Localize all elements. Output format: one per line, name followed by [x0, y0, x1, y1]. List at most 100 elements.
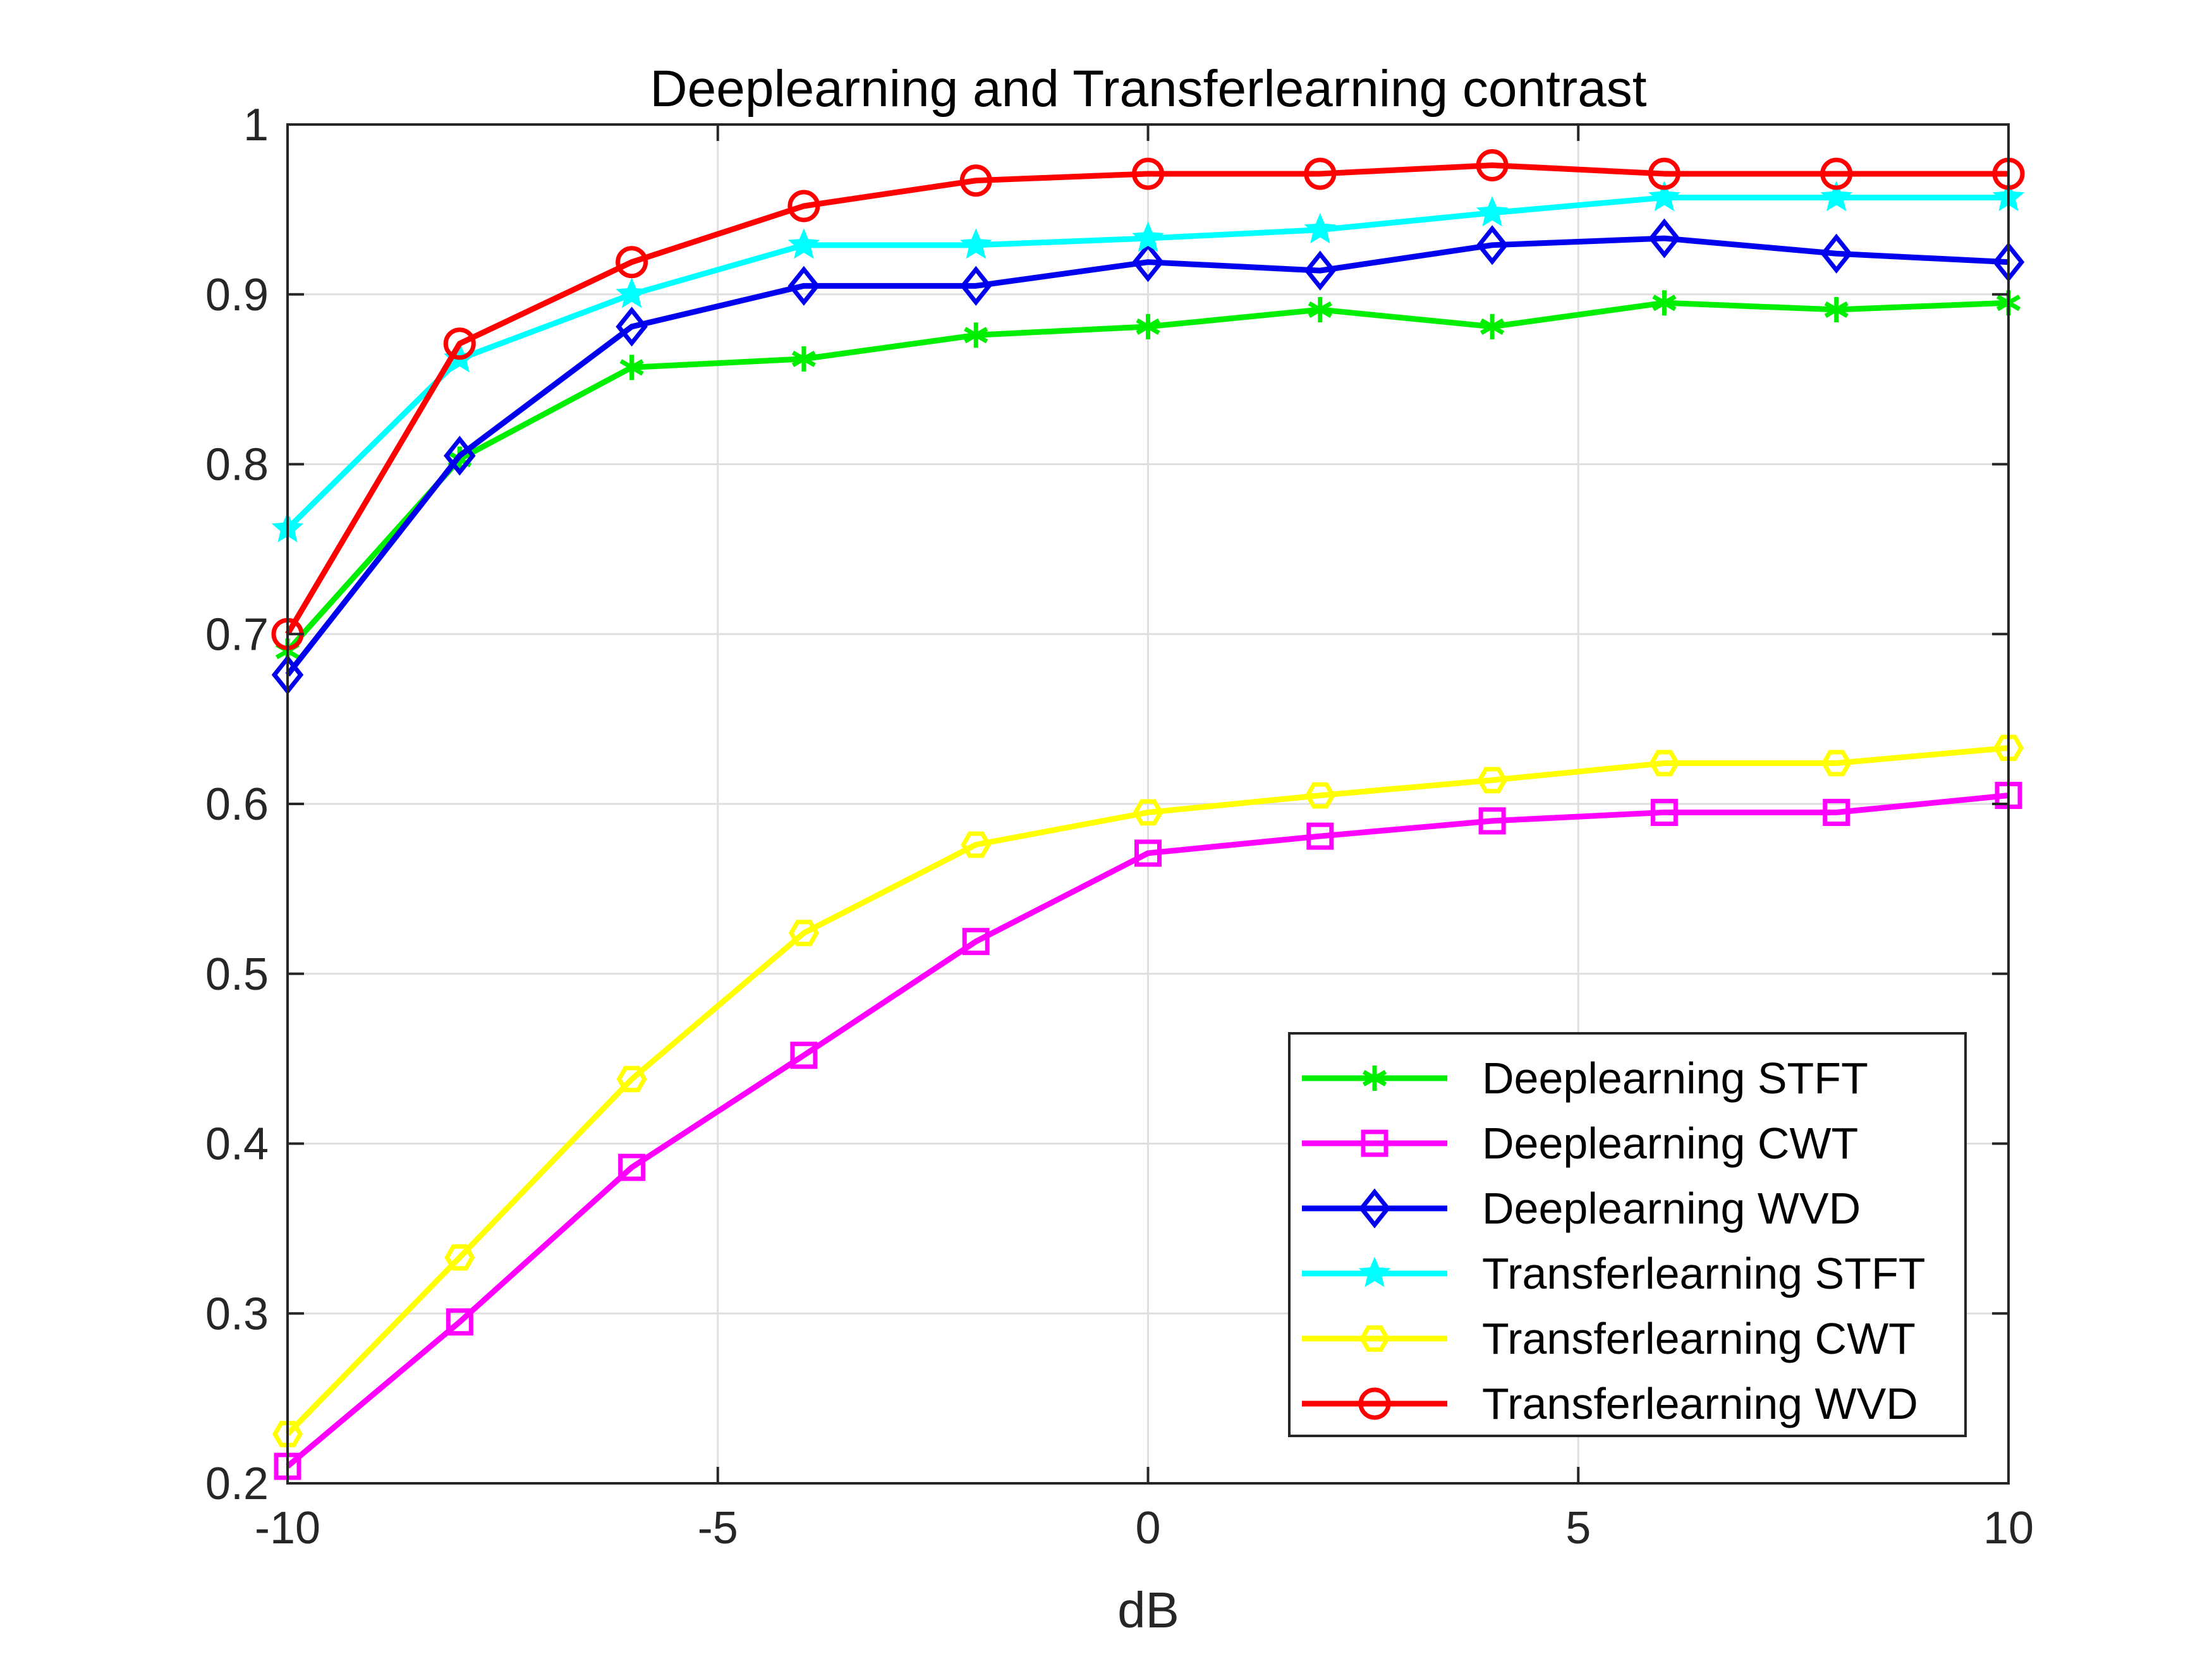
- data-point: [787, 265, 820, 306]
- data-point: [1823, 798, 1850, 826]
- data-point: [1652, 290, 1677, 316]
- asterisk-stroke: [964, 327, 988, 344]
- legend-label: Deeplearning CWT: [1482, 1119, 1858, 1168]
- data-point: [619, 355, 644, 380]
- data-point: [959, 228, 992, 259]
- series-deeplearning-wvd: [271, 218, 2025, 695]
- data-point: [1477, 767, 1508, 794]
- hexagon-marker: [444, 1244, 475, 1271]
- data-point: [1304, 213, 1337, 244]
- legend-items: Deeplearning STFT Deeplearning CWT Deeplea…: [1302, 1054, 1926, 1428]
- diamond-marker: [959, 265, 992, 306]
- star-marker: [616, 277, 648, 308]
- data-point: [1132, 221, 1164, 252]
- data-point: [616, 246, 648, 279]
- asterisk-stroke: [1362, 1069, 1387, 1087]
- y-tick-label: 0.8: [205, 440, 269, 490]
- legend-label: Deeplearning WVD: [1482, 1184, 1861, 1233]
- legend: Deeplearning STFT Deeplearning CWT Deeplea…: [1288, 1032, 1967, 1437]
- data-point: [1134, 839, 1162, 867]
- data-point: [1362, 1066, 1387, 1091]
- square-marker: [790, 1042, 818, 1069]
- y-tick-label: 0.2: [205, 1459, 269, 1509]
- data-point: [1132, 157, 1164, 190]
- legend-item: Deeplearning WVD: [1302, 1184, 1861, 1233]
- hexagon-marker: [1821, 750, 1852, 777]
- data-point: [1361, 1129, 1389, 1157]
- square-marker: [446, 1308, 473, 1336]
- y-axis-tick-labels: 0.2 0.3 0.4 0.5 0.6 0.7 0.8 0.9 1: [205, 100, 269, 1509]
- circle-marker: [1304, 157, 1337, 190]
- series-transferlearning-stft: [271, 180, 2025, 543]
- data-point: [616, 1066, 647, 1093]
- data-point: [1132, 242, 1164, 283]
- diamond-marker: [787, 265, 820, 306]
- hexagon-marker: [272, 1421, 303, 1447]
- data-point: [272, 1421, 303, 1447]
- circle-marker: [616, 246, 648, 279]
- diamond-marker: [1820, 233, 1852, 274]
- diamond-marker: [1304, 250, 1337, 291]
- star-marker: [1358, 1256, 1391, 1287]
- circle-marker: [1476, 149, 1509, 181]
- y-tick-label: 0.4: [205, 1119, 269, 1170]
- asterisk-stroke: [1136, 318, 1160, 335]
- data-point: [787, 190, 820, 222]
- square-marker: [962, 928, 990, 956]
- data-point: [1648, 180, 1680, 212]
- diamond-marker: [444, 435, 476, 476]
- series-group: [271, 149, 2025, 1480]
- circle-marker: [1648, 157, 1680, 190]
- asterisk-stroke: [1652, 295, 1677, 312]
- data-point: [1648, 157, 1680, 190]
- series-deeplearning-cwt: [274, 782, 2022, 1480]
- data-point: [444, 1244, 475, 1271]
- data-point: [959, 265, 992, 306]
- data-point: [791, 346, 816, 372]
- diamond-marker: [1476, 225, 1509, 265]
- tick-marks: [286, 123, 2010, 1485]
- data-point: [1478, 807, 1506, 835]
- star-marker: [1476, 196, 1509, 227]
- circle-marker: [787, 190, 820, 222]
- data-point: [1304, 782, 1335, 809]
- diamond-marker: [1132, 242, 1164, 283]
- data-point: [1358, 1387, 1391, 1420]
- x-tick-label: -10: [255, 1503, 320, 1553]
- star-marker: [1820, 180, 1853, 212]
- square-marker: [1823, 798, 1850, 826]
- data-point: [616, 277, 648, 308]
- star-marker: [1132, 221, 1164, 252]
- asterisk-stroke: [1824, 301, 1849, 318]
- y-tick-label: 0.6: [205, 779, 269, 830]
- y-tick-label: 0.9: [205, 270, 269, 320]
- legend-item: Deeplearning STFT: [1302, 1054, 1868, 1103]
- circle-marker: [1358, 1387, 1391, 1420]
- y-tick-label: 0.7: [205, 609, 269, 660]
- legend-item: Transferlearning WVD: [1302, 1379, 1918, 1428]
- asterisk-stroke: [619, 359, 644, 376]
- data-point: [959, 164, 992, 197]
- data-point: [1820, 180, 1853, 212]
- diamond-marker: [1358, 1188, 1391, 1229]
- data-point: [618, 1153, 646, 1181]
- legend-item: Transferlearning CWT: [1302, 1314, 1916, 1363]
- diamond-marker: [616, 307, 648, 347]
- hexagon-marker: [788, 920, 819, 947]
- circle-marker: [959, 164, 992, 197]
- data-point: [1133, 799, 1164, 826]
- data-point: [1821, 750, 1852, 777]
- circle-marker: [443, 327, 476, 360]
- hexagon-marker: [1133, 799, 1164, 826]
- data-point: [1136, 313, 1160, 339]
- data-point: [1476, 149, 1509, 181]
- diamond-marker: [1648, 218, 1680, 258]
- data-point: [1476, 225, 1509, 265]
- data-point: [446, 1308, 473, 1336]
- x-tick-label: 5: [1565, 1503, 1591, 1553]
- asterisk-stroke: [791, 350, 816, 367]
- series-transferlearning-wvd: [271, 149, 2025, 650]
- legend-label: Transferlearning STFT: [1482, 1249, 1926, 1298]
- square-marker: [1361, 1129, 1389, 1157]
